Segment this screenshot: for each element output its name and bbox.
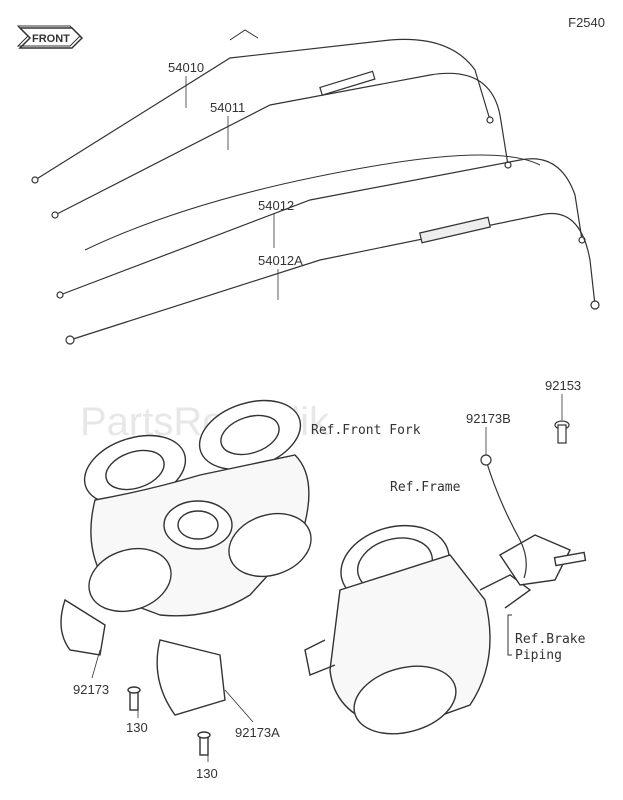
bolt-92153 <box>555 421 569 443</box>
ref-label: Ref.Front Fork <box>311 423 421 438</box>
parts-diagram: F2540 PartsRepublik FRONT <box>0 0 623 800</box>
callout-54012A: 54012A <box>258 253 303 268</box>
svg-text:FRONT: FRONT <box>32 33 70 45</box>
callout-92153: 92153 <box>545 378 581 393</box>
callout-130: 130 <box>126 720 148 735</box>
callout-92173B: 92173B <box>466 411 511 426</box>
frame-assembly <box>305 514 585 744</box>
callout-54011: 54011 <box>210 100 245 115</box>
front-arrow-icon: FRONT <box>18 26 82 48</box>
ref-brake-bracket <box>508 615 512 655</box>
cable-54010 <box>32 30 493 183</box>
callout-130: 130 <box>196 766 218 781</box>
front-fork-assembly <box>61 388 319 755</box>
ref-label: Ref.Brake <box>515 632 585 647</box>
cable-54012 <box>57 155 585 298</box>
callout-92173A: 92173A <box>235 725 280 740</box>
diagram-svg: FRONT <box>0 0 623 800</box>
ref-label: Ref.Frame <box>390 480 460 495</box>
ref-label: Piping <box>515 648 562 663</box>
callout-92173: 92173 <box>73 682 109 697</box>
callout-54010: 54010 <box>168 60 204 75</box>
cable-54012a <box>66 213 599 344</box>
cable-54011 <box>52 71 511 218</box>
callout-54012: 54012 <box>258 198 294 213</box>
